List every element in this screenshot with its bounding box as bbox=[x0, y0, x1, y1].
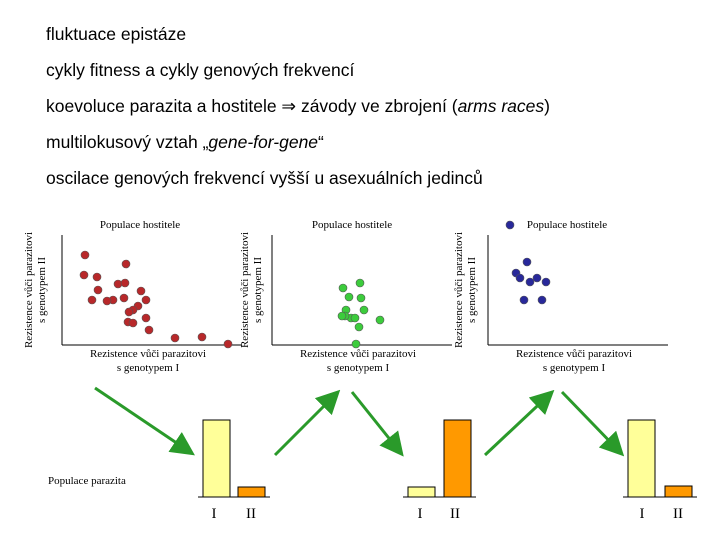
x-axis-label: s genotypem I bbox=[117, 362, 180, 374]
point bbox=[355, 278, 365, 288]
point bbox=[338, 283, 348, 293]
arrow bbox=[350, 391, 404, 457]
bar-label: II bbox=[673, 506, 683, 522]
y-axis-label: Rezistence vůči parazitovi bbox=[453, 232, 465, 348]
arrow bbox=[560, 390, 625, 457]
point bbox=[537, 295, 547, 305]
point bbox=[120, 278, 130, 288]
point bbox=[113, 279, 123, 289]
y-axis-label: Rezistence vůči parazitovi bbox=[239, 232, 251, 348]
point bbox=[79, 270, 89, 280]
point bbox=[525, 277, 535, 287]
point bbox=[522, 257, 532, 267]
bar-label: I bbox=[640, 506, 645, 522]
bar-label: I bbox=[212, 506, 217, 522]
point bbox=[337, 311, 347, 321]
point bbox=[350, 313, 360, 323]
point bbox=[532, 273, 542, 283]
point bbox=[87, 295, 97, 305]
x-axis-label: Rezistence vůči parazitovi bbox=[90, 348, 206, 360]
point bbox=[128, 318, 138, 328]
bar-label: II bbox=[246, 506, 256, 522]
parasite-label: Populace parazita bbox=[48, 475, 126, 487]
point bbox=[351, 339, 361, 349]
panel-title: Populace hostitele bbox=[312, 219, 392, 231]
point bbox=[119, 293, 129, 303]
bar-label: I bbox=[418, 506, 423, 522]
point bbox=[93, 285, 103, 295]
point bbox=[136, 286, 146, 296]
point bbox=[80, 250, 90, 260]
point bbox=[519, 295, 529, 305]
point bbox=[124, 307, 134, 317]
x-axis-label: s genotypem I bbox=[543, 362, 606, 374]
text: koevoluce parazita a hostitele ⇒ závody … bbox=[46, 96, 458, 116]
x-axis-label: Rezistence vůči parazitovi bbox=[300, 348, 416, 360]
point bbox=[356, 293, 366, 303]
point bbox=[505, 220, 515, 230]
bar bbox=[664, 485, 693, 498]
y-axis-label: s genotypem II bbox=[466, 257, 478, 323]
point bbox=[141, 313, 151, 323]
text: fluktuace epistáze bbox=[46, 24, 186, 44]
bullet-list: fluktuace epistáze cykly fitness a cykly… bbox=[46, 24, 550, 188]
bullet: koevoluce parazita a hostitele ⇒ závody … bbox=[46, 96, 550, 116]
bar bbox=[202, 419, 231, 498]
bullet: oscilace genových frekvencí vyšší u asex… bbox=[46, 168, 483, 188]
panel-title: Populace hostitele bbox=[100, 219, 180, 231]
text: cykly fitness a cykly genových frekvencí bbox=[46, 60, 354, 80]
point bbox=[359, 305, 369, 315]
bullet: cykly fitness a cykly genových frekvencí bbox=[46, 60, 354, 80]
bullet: fluktuace epistáze bbox=[46, 24, 186, 44]
y-axis-label: s genotypem II bbox=[36, 257, 48, 323]
point bbox=[144, 325, 154, 335]
point bbox=[515, 273, 525, 283]
arrow bbox=[483, 389, 555, 457]
point bbox=[102, 296, 112, 306]
bar bbox=[443, 419, 472, 498]
text: multilokusový vztah „ bbox=[46, 132, 209, 152]
point bbox=[121, 259, 131, 269]
arrow bbox=[94, 386, 195, 456]
text: ) bbox=[544, 96, 550, 116]
text: gene-for-gene bbox=[208, 132, 318, 152]
x-axis-label: s genotypem I bbox=[327, 362, 390, 374]
panel-title: Populace hostitele bbox=[527, 219, 607, 231]
bar bbox=[237, 486, 266, 498]
arrows bbox=[94, 386, 625, 457]
point bbox=[344, 292, 354, 302]
point bbox=[541, 277, 551, 287]
point bbox=[354, 322, 364, 332]
y-axis-label: Rezistence vůči parazitovi bbox=[23, 232, 35, 348]
point bbox=[223, 339, 233, 349]
point bbox=[197, 332, 207, 342]
point bbox=[375, 315, 385, 325]
point bbox=[92, 272, 102, 282]
text: arms races bbox=[458, 96, 545, 116]
bar bbox=[627, 419, 656, 498]
arrow bbox=[273, 389, 341, 457]
point bbox=[170, 333, 180, 343]
point bbox=[141, 295, 151, 305]
x-axis-label: Rezistence vůči parazitovi bbox=[516, 348, 632, 360]
bar bbox=[407, 486, 436, 498]
bar-label: II bbox=[450, 506, 460, 522]
y-axis-label: s genotypem II bbox=[252, 257, 264, 323]
text: “ bbox=[318, 132, 324, 152]
bullet: multilokusový vztah „gene-for-gene“ bbox=[46, 132, 324, 152]
text: oscilace genových frekvencí vyšší u asex… bbox=[46, 168, 483, 188]
